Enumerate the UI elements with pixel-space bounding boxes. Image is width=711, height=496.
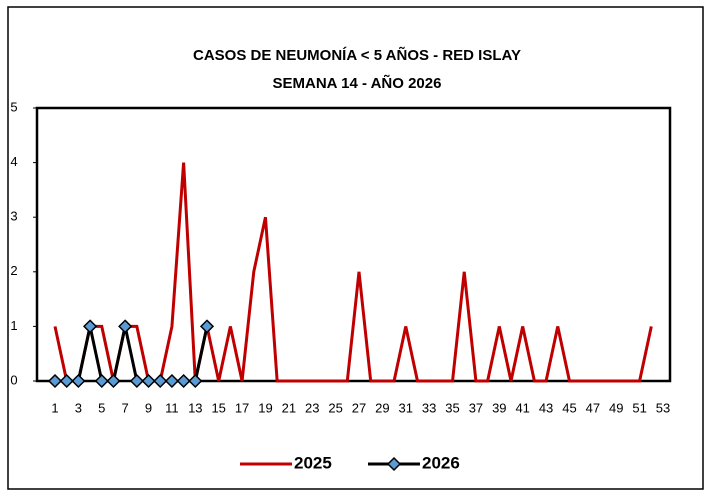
x-tick-label: 29 — [375, 400, 389, 415]
x-tick-label: 17 — [235, 400, 249, 415]
point-marker — [153, 373, 168, 389]
x-tick-label: 41 — [515, 400, 529, 415]
point-marker — [71, 373, 86, 389]
point-marker — [106, 373, 121, 389]
x-tick-label: 43 — [539, 400, 553, 415]
x-tick-label: 25 — [328, 400, 342, 415]
point-marker — [164, 373, 179, 389]
point-marker — [83, 319, 98, 334]
x-tick-label: 45 — [562, 400, 576, 415]
x-tick-label: 21 — [282, 400, 296, 415]
point-marker — [129, 373, 144, 389]
x-tick-label: 53 — [656, 400, 670, 415]
x-tick-label: 7 — [122, 400, 129, 415]
x-tick-label: 9 — [145, 400, 152, 415]
x-tick-label: 1 — [51, 400, 58, 415]
point-marker — [94, 373, 109, 389]
x-tick-label: 35 — [445, 400, 459, 415]
y-tick-label: 3 — [10, 209, 17, 224]
point-marker — [47, 373, 63, 389]
x-tick-label: 13 — [188, 400, 202, 415]
point-marker — [199, 319, 215, 334]
x-tick-label: 31 — [399, 400, 413, 415]
y-tick-label: 1 — [10, 318, 17, 333]
y-tick-label: 0 — [10, 372, 17, 387]
x-tick-label: 39 — [492, 400, 506, 415]
x-tick-label: 27 — [352, 400, 366, 415]
point-marker — [59, 373, 74, 389]
y-tick-label: 2 — [10, 263, 17, 278]
x-tick-label: 11 — [165, 400, 179, 415]
x-tick-label: 23 — [305, 400, 319, 415]
x-tick-label: 19 — [258, 400, 272, 415]
x-tick-label: 49 — [609, 400, 623, 415]
chart-subtitle: SEMANA 14 - AÑO 2026 — [273, 74, 442, 92]
chart-title: CASOS DE NEUMONÍA < 5 AÑOS - RED ISLAY — [193, 46, 521, 64]
point-marker — [118, 319, 133, 334]
chart-frame — [7, 6, 704, 490]
legend-marker — [386, 456, 402, 472]
point-marker — [188, 373, 203, 389]
y-tick-label: 4 — [10, 154, 17, 169]
x-tick-label: 51 — [632, 400, 646, 415]
legend-label: 2026 — [422, 453, 460, 472]
x-tick-label: 33 — [422, 400, 436, 415]
x-tick-label: 3 — [75, 400, 82, 415]
plot-area — [35, 106, 672, 383]
x-tick-label: 37 — [469, 400, 483, 415]
x-tick-label: 5 — [98, 400, 105, 415]
y-tick-label: 5 — [10, 99, 17, 114]
point-marker — [141, 373, 156, 389]
point-marker — [176, 373, 191, 389]
legend-label: 2025 — [294, 453, 332, 472]
x-tick-label: 47 — [586, 400, 600, 415]
x-tick-label: 15 — [211, 400, 225, 415]
